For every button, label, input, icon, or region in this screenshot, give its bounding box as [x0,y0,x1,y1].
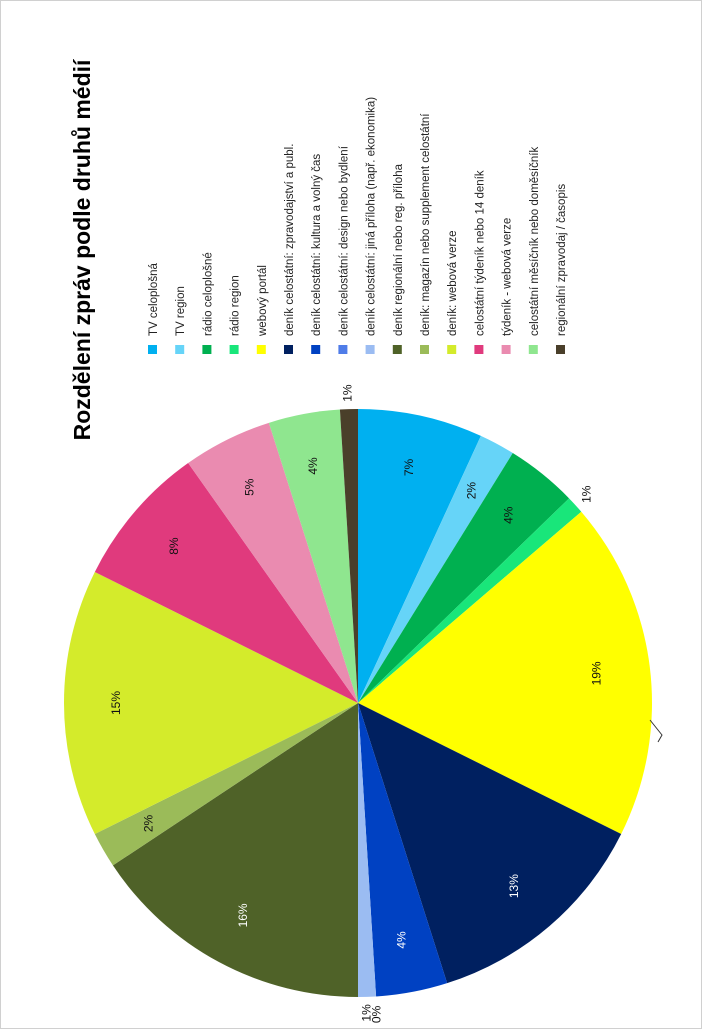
slice-label-3: 4% [501,506,515,524]
slice-label-12: 15% [109,691,123,715]
slice-label-9: 1% [360,1004,374,1022]
legend-swatch-16 [556,345,565,354]
legend-label-3: rádio celoplošné [202,252,214,336]
legend-swatch-6 [284,345,293,354]
legend-swatch-13 [474,345,484,354]
legend-label-12: deník: webová verze [447,231,459,336]
legend-swatch-11 [420,345,429,354]
legend-swatch-7 [311,345,321,354]
legend-label-11: deník: magazín nebo supplement celostátn… [420,113,432,336]
slice-label-10: 16% [236,903,250,927]
slice-label-11: 2% [141,814,155,832]
pie-slice-7 [358,703,448,997]
legend-label-6: deník celostátní: zpravodajství a publ. [284,144,296,336]
pie-slice-4 [358,498,582,703]
slice-labels: 7%2%4%1%19%13%4%0%1%16%2%15%8%5%4%1% [109,384,663,1023]
pie-slice-6 [358,703,622,984]
legend-label-16: regionální zpravodaj / časopis [556,184,568,336]
pie-slice-3 [358,453,570,703]
legend-swatch-1 [148,345,157,354]
chart-legend: TV celoplošná TV region rádio celoplošné rá… [148,97,568,354]
pie-slice-10 [112,703,358,997]
slice-label-7: 4% [394,931,408,949]
slice-label-1: 7% [402,458,416,476]
slice-label-16: 1% [341,384,355,402]
legend-swatch-3 [202,345,212,354]
pie-slice-14 [188,422,358,703]
legend-label-9: deník celostátní: jiná příloha (např. ek… [366,97,378,336]
pie-slice-12 [63,571,358,835]
pie-slice-16 [339,409,358,703]
legend-swatch-15 [528,345,538,354]
legend-swatch-2 [175,345,185,354]
legend-swatch-5 [256,345,266,354]
chart-title: Rozdělení zpráv podle druhů médií [69,58,95,440]
slice-label-15: 4% [306,457,320,475]
legend-swatch-4 [229,345,239,354]
legend-label-14: týdeník - webová verze [502,218,514,336]
pie-slices [63,409,653,997]
slice-label-14: 5% [243,478,257,496]
legend-label-1: TV celoplošná [148,263,160,336]
legend-swatch-14 [501,345,511,354]
legend-label-15: celostátní měsíčník nebo doměsíčník [529,147,541,336]
legend-label-10: deník regionální nebo reg. příloha [393,163,405,336]
pie-slice-2 [358,435,513,703]
pie-slice-5 [358,511,653,835]
pie-slice-15 [268,409,358,703]
slice-label-4: 1% [579,485,593,503]
legend-swatch-10 [392,345,402,354]
legend-label-4: rádio region [230,275,242,336]
legend-label-7: deník celostátní: kultura a volný čas [311,154,323,336]
slice-label-2: 2% [464,482,478,500]
slice-label-5: 19% [589,661,603,685]
slice-label-8: 0% [369,1005,383,1023]
legend-swatch-12 [447,345,457,354]
slice-label-6: 13% [507,874,521,898]
pie-slice-9 [358,703,377,997]
pie-slice-1 [358,409,481,703]
legend-label-2: TV region [175,286,187,336]
legend-label-8: deník celostátní: design nebo bydlení [338,145,350,336]
pie-slice-13 [94,463,358,703]
pie-slice-11 [94,703,358,866]
legend-label-5: webový portál [257,265,269,337]
legend-swatch-9 [365,345,375,354]
legend-label-13: celostátní týdeník nebo 14 deník [474,170,486,336]
label-leader-line [649,719,663,743]
legend-swatch-8 [338,345,348,354]
slice-label-13: 8% [167,537,181,555]
